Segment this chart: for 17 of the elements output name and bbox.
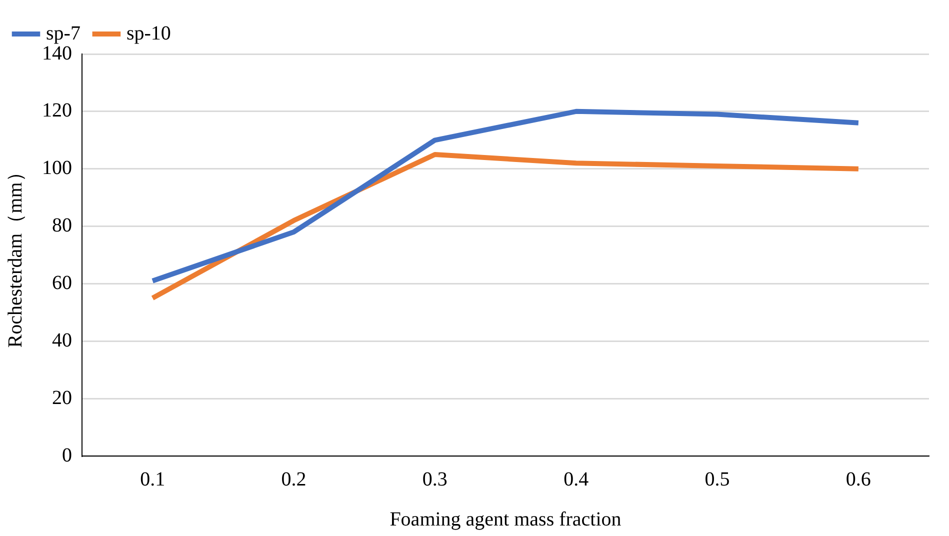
legend-label: sp-7 <box>46 22 80 44</box>
x-tick-label: 0.6 <box>846 468 871 490</box>
y-tick-label: 100 <box>42 157 72 180</box>
legend-label: sp-10 <box>126 22 171 44</box>
y-tick-label: 80 <box>52 214 72 237</box>
y-tick-label: 60 <box>52 272 72 294</box>
x-axis-title: Foaming agent mass fraction <box>390 508 622 530</box>
y-tick-label: 40 <box>52 329 72 352</box>
x-tick-label: 0.5 <box>704 468 730 490</box>
x-tick-label: 0.4 <box>564 468 589 490</box>
x-tick-label: 0.3 <box>422 468 448 490</box>
x-tick-label: 0.1 <box>140 468 166 490</box>
y-tick-label: 120 <box>42 100 72 122</box>
y-tick-label: 20 <box>52 386 72 409</box>
y-axis-title: Rochesterdam（mm） <box>4 162 26 348</box>
y-tick-label: 0 <box>62 444 72 466</box>
x-tick-label: 0.2 <box>281 468 306 490</box>
